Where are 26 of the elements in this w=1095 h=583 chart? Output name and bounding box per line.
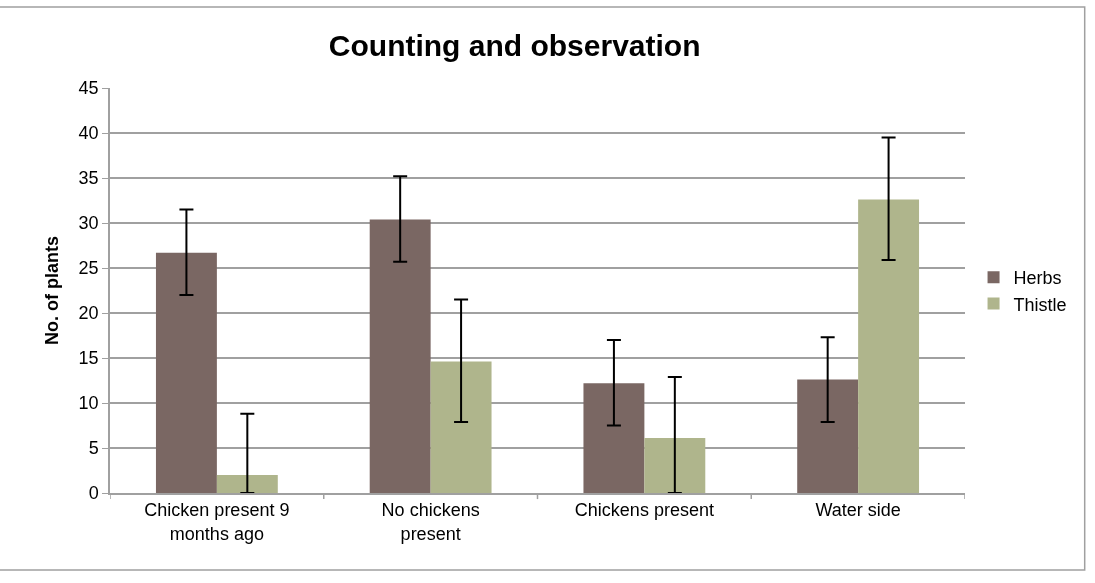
- y-axis-title: No. of plants: [42, 236, 63, 345]
- y-tick-label: 40: [78, 123, 99, 144]
- bar: [369, 219, 431, 493]
- bar: [797, 379, 859, 493]
- bar: [858, 199, 920, 493]
- x-tick-label: No chickens present: [381, 500, 480, 544]
- y-tick-label: 10: [78, 393, 99, 414]
- y-tick-label: 5: [88, 438, 99, 459]
- x-tick-label: Water side: [815, 500, 901, 521]
- bar: [216, 475, 278, 493]
- bar: [155, 252, 217, 493]
- y-tick-label: 30: [78, 213, 99, 234]
- legend-label: Thistle: [1013, 294, 1067, 315]
- y-tick-label: 35: [78, 168, 99, 189]
- chart-title: Counting and observation: [328, 28, 701, 62]
- x-tick-label: Chickens present: [574, 500, 714, 521]
- y-tick-label: 0: [88, 483, 99, 504]
- y-tick-label: 45: [78, 78, 99, 99]
- bar: [583, 383, 645, 493]
- bar: [430, 361, 492, 493]
- y-tick-label: 25: [78, 258, 99, 279]
- y-tick-label: 20: [78, 303, 99, 324]
- y-tick-label: 15: [78, 348, 99, 369]
- x-tick-label: Chicken present 9 months ago: [144, 500, 290, 544]
- legend-label: Herbs: [1013, 268, 1062, 289]
- bar: [644, 438, 706, 493]
